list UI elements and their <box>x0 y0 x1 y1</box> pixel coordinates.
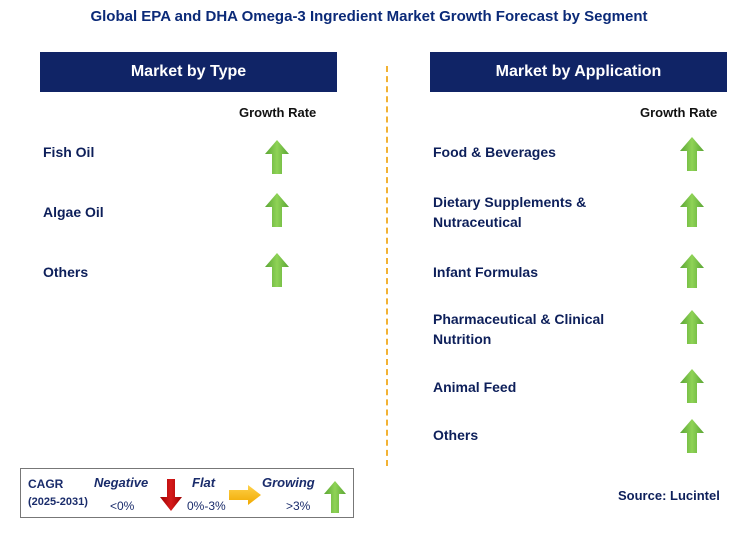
market-by-application-header: Market by Application <box>430 52 727 92</box>
market-by-type-header: Market by Type <box>40 52 337 92</box>
chart-title: Global EPA and DHA Omega-3 Ingredient Ma… <box>90 8 648 25</box>
growing-arrow-icon <box>324 481 346 513</box>
application-item-dietary-supplements: Dietary Supplements & Nutraceutical <box>433 194 587 230</box>
negative-arrow-icon <box>160 479 182 511</box>
legend-flat-label: Flat <box>192 475 216 490</box>
growing-arrow-icon <box>680 193 704 227</box>
growing-arrow-icon <box>265 140 289 174</box>
legend-period: (2025-2031) <box>28 496 88 508</box>
growing-arrow-icon <box>680 254 704 288</box>
type-item-fish-oil: Fish Oil <box>43 144 95 160</box>
flat-arrow-icon <box>229 485 261 505</box>
application-item-pharmaceutical: Pharmaceutical & Clinical Nutrition <box>433 311 605 347</box>
legend-growing-range: >3% <box>286 499 311 513</box>
growing-arrow-icon <box>680 419 704 453</box>
panel-divider <box>386 66 388 466</box>
growing-arrow-icon <box>265 253 289 287</box>
application-item-infant-formulas: Infant Formulas <box>433 264 539 280</box>
cagr-legend: CAGR (2025-2031) Negative <0% Flat 0%-3%… <box>20 468 354 518</box>
type-growth-rate-label: Growth Rate <box>239 105 317 120</box>
application-item-animal-feed: Animal Feed <box>433 379 517 395</box>
type-item-others: Others <box>43 264 89 280</box>
application-item-food-beverages: Food & Beverages <box>433 144 556 160</box>
legend-cagr-label: CAGR <box>28 477 64 491</box>
growing-arrow-icon <box>680 310 704 344</box>
application-item-others: Others <box>433 427 479 443</box>
source-note: Source: Lucintel <box>618 488 720 503</box>
growing-arrow-icon <box>680 137 704 171</box>
legend-negative-range: <0% <box>110 499 135 513</box>
legend-flat-range: 0%-3% <box>187 499 226 513</box>
growing-arrow-icon <box>265 193 289 227</box>
application-growth-rate-label: Growth Rate <box>640 105 718 120</box>
legend-negative-label: Negative <box>94 475 149 490</box>
type-item-algae-oil: Algae Oil <box>43 204 104 220</box>
growing-arrow-icon <box>680 369 704 403</box>
legend-growing-label: Growing <box>262 475 315 490</box>
